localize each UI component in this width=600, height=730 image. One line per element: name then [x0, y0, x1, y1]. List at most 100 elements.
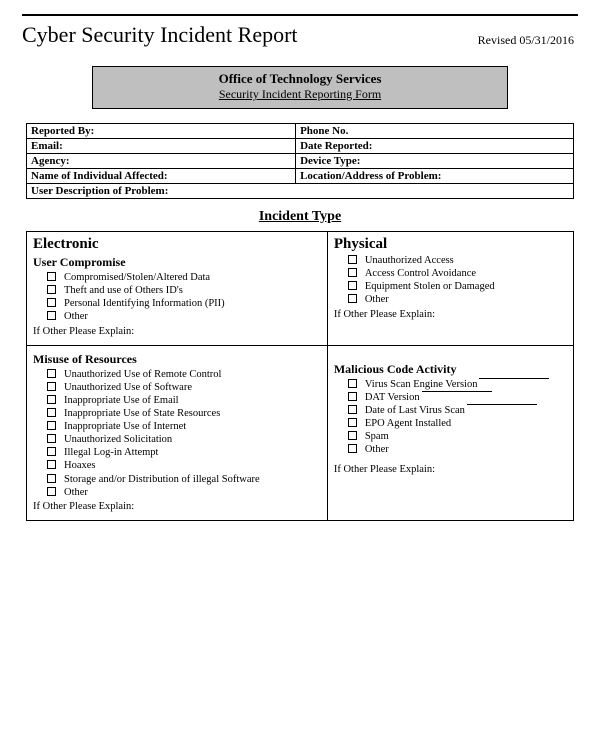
- malicious-list: Virus Scan Engine Version DAT Version Da…: [348, 378, 567, 457]
- checkbox-label: Access Control Avoidance: [365, 267, 476, 280]
- checkbox-icon[interactable]: [348, 281, 357, 290]
- checkbox-label: Date of Last Virus Scan: [365, 404, 465, 417]
- checkbox-row: DAT Version: [348, 391, 567, 404]
- checkbox-label: Other: [64, 310, 88, 323]
- checkbox-row: Theft and use of Others ID's: [47, 284, 321, 297]
- checkbox-icon[interactable]: [47, 298, 56, 307]
- checkbox-row: Spam: [348, 430, 567, 443]
- checkbox-label: Unauthorized Use of Software: [64, 381, 192, 394]
- checkbox-label: Personal Identifying Information (PII): [64, 297, 225, 310]
- checkbox-row: Virus Scan Engine Version: [348, 378, 567, 391]
- checkbox-row: Unauthorized Use of Remote Control: [47, 368, 321, 381]
- checkbox-icon[interactable]: [348, 444, 357, 453]
- checkbox-icon[interactable]: [47, 474, 56, 483]
- checkbox-label: Illegal Log-in Attempt: [64, 446, 158, 459]
- checkbox-icon[interactable]: [47, 311, 56, 320]
- checkbox-label: Unauthorized Use of Remote Control: [64, 368, 221, 381]
- checkbox-icon[interactable]: [47, 408, 56, 417]
- checkbox-icon[interactable]: [348, 379, 357, 388]
- table-row: Agency: Device Type:: [27, 154, 574, 169]
- checkbox-label: Inappropriate Use of State Resources: [64, 407, 220, 420]
- checkbox-icon[interactable]: [348, 392, 357, 401]
- location-label: Location/Address of Problem:: [296, 169, 574, 184]
- checkbox-label: Compromised/Stolen/Altered Data: [64, 271, 210, 284]
- uc-explain: If Other Please Explain:: [33, 326, 321, 337]
- table-row: Email: Date Reported:: [27, 139, 574, 154]
- title-row: Cyber Security Incident Report Revised 0…: [22, 22, 578, 48]
- checkbox-label: Spam: [365, 430, 389, 443]
- email-label: Email:: [27, 139, 296, 154]
- blank-line: [479, 378, 549, 379]
- incident-type-table: Electronic User Compromise Compromised/S…: [26, 231, 574, 521]
- checkbox-icon[interactable]: [47, 395, 56, 404]
- checkbox-label: Inappropriate Use of Internet: [64, 420, 186, 433]
- incident-type-header: Incident Type: [22, 209, 578, 225]
- physical-list: Unauthorized AccessAccess Control Avoida…: [348, 254, 567, 307]
- spacer: [334, 350, 567, 360]
- misuse-sub: Misuse of Resources: [33, 352, 321, 367]
- checkbox-row: EPO Agent Installed: [348, 417, 567, 430]
- checkbox-label: Other: [365, 293, 389, 306]
- checkbox-label: Inappropriate Use of Email: [64, 394, 179, 407]
- checkbox-row: Other: [348, 293, 567, 306]
- checkbox-icon[interactable]: [47, 460, 56, 469]
- checkbox-row: Unauthorized Use of Software: [47, 381, 321, 394]
- device-type-label: Device Type:: [296, 154, 574, 169]
- table-row: Name of Individual Affected: Location/Ad…: [27, 169, 574, 184]
- misuse-cell: Misuse of Resources Unauthorized Use of …: [27, 345, 328, 520]
- checkbox-icon[interactable]: [47, 434, 56, 443]
- top-rule: [22, 14, 578, 16]
- checkbox-row: Date of Last Virus Scan: [348, 404, 567, 417]
- checkbox-row: Illegal Log-in Attempt: [47, 446, 321, 459]
- checkbox-icon[interactable]: [47, 369, 56, 378]
- blank-line: [422, 391, 492, 392]
- checkbox-icon[interactable]: [348, 294, 357, 303]
- revised-date: Revised 05/31/2016: [478, 33, 574, 48]
- checkbox-label: Storage and/or Distribution of illegal S…: [64, 473, 260, 486]
- checkbox-row: Access Control Avoidance: [348, 267, 567, 280]
- checkbox-icon[interactable]: [47, 382, 56, 391]
- checkbox-label: Virus Scan Engine Version: [365, 378, 478, 391]
- checkbox-icon[interactable]: [348, 268, 357, 277]
- checkbox-label: Hoaxes: [64, 459, 96, 472]
- reported-by-label: Reported By:: [27, 124, 296, 139]
- user-description-label: User Description of Problem:: [27, 184, 574, 199]
- checkbox-row: Compromised/Stolen/Altered Data: [47, 271, 321, 284]
- mal-explain: If Other Please Explain:: [334, 464, 567, 475]
- misuse-list: Unauthorized Use of Remote ControlUnauth…: [47, 368, 321, 499]
- document-title: Cyber Security Incident Report: [22, 22, 298, 48]
- checkbox-label: Equipment Stolen or Damaged: [365, 280, 495, 293]
- checkbox-icon[interactable]: [47, 285, 56, 294]
- checkbox-icon[interactable]: [47, 447, 56, 456]
- checkbox-row: Personal Identifying Information (PII): [47, 297, 321, 310]
- electronic-cell-top: Electronic User Compromise Compromised/S…: [27, 232, 328, 346]
- table-row: User Description of Problem:: [27, 184, 574, 199]
- office-name: Office of Technology Services: [93, 71, 507, 87]
- table-row: Reported By: Phone No.: [27, 124, 574, 139]
- table-row: Misuse of Resources Unauthorized Use of …: [27, 345, 574, 520]
- misuse-explain: If Other Please Explain:: [33, 501, 321, 512]
- checkbox-icon[interactable]: [348, 418, 357, 427]
- agency-label: Agency:: [27, 154, 296, 169]
- checkbox-icon[interactable]: [348, 255, 357, 264]
- malicious-cell: Malicious Code Activity Virus Scan Engin…: [327, 345, 573, 520]
- user-compromise-list: Compromised/Stolen/Altered DataTheft and…: [47, 271, 321, 324]
- checkbox-row: Hoaxes: [47, 459, 321, 472]
- info-table: Reported By: Phone No. Email: Date Repor…: [26, 123, 574, 199]
- phys-explain: If Other Please Explain:: [334, 309, 567, 320]
- checkbox-icon[interactable]: [47, 272, 56, 281]
- checkbox-icon[interactable]: [47, 487, 56, 496]
- checkbox-row: Other: [348, 443, 567, 456]
- checkbox-icon[interactable]: [348, 405, 357, 414]
- checkbox-row: Equipment Stolen or Damaged: [348, 280, 567, 293]
- checkbox-row: Other: [47, 486, 321, 499]
- checkbox-label: Other: [64, 486, 88, 499]
- checkbox-label: DAT Version: [365, 391, 420, 404]
- date-reported-label: Date Reported:: [296, 139, 574, 154]
- table-row: Electronic User Compromise Compromised/S…: [27, 232, 574, 346]
- electronic-title: Electronic: [33, 236, 321, 253]
- checkbox-icon[interactable]: [348, 431, 357, 440]
- individual-label: Name of Individual Affected:: [27, 169, 296, 184]
- checkbox-label: Unauthorized Access: [365, 254, 454, 267]
- checkbox-icon[interactable]: [47, 421, 56, 430]
